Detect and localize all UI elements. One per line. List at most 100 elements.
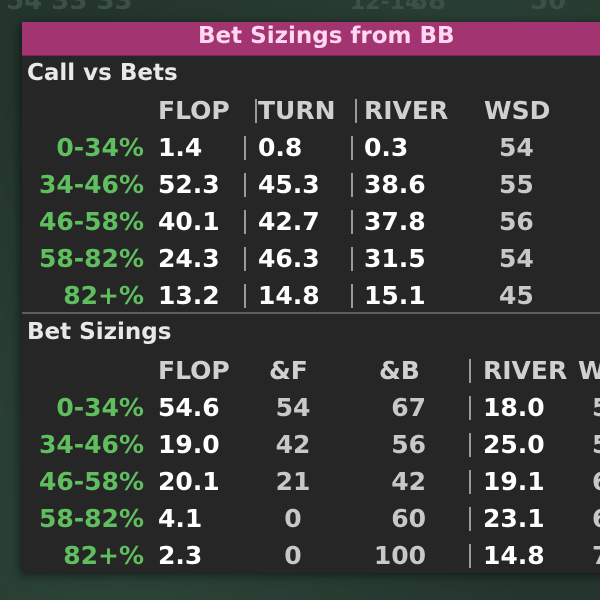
column-header-w: W: [578, 356, 600, 385]
river-value: 15.1: [364, 281, 426, 310]
range-label: 58-82%: [38, 504, 144, 533]
wsd-value: 54: [499, 133, 534, 162]
call-vs-bets-title: Call vs Bets: [27, 60, 178, 86]
turn-value: 42.7: [258, 207, 320, 236]
column-separator: [469, 396, 471, 420]
call-vs-bets-row: 0-34% 1.4 0.8 0.3 54: [22, 129, 600, 166]
fold-pct-value: 0: [284, 541, 302, 570]
column-separator: [469, 470, 471, 494]
flop-value: 2.3: [158, 541, 203, 570]
bet-pct-value: 42: [391, 467, 426, 496]
flop-value: 54.6: [158, 393, 220, 422]
bet-sizings-row: 34-46% 19.0 42 56 25.0 5: [22, 426, 600, 463]
column-header-river: RIVER: [483, 356, 568, 385]
column-header-flop: FLOP: [158, 96, 230, 125]
column-separator: [351, 210, 353, 234]
turn-value: 14.8: [258, 281, 320, 310]
column-header-flop: FLOP: [158, 356, 230, 385]
column-separator: [244, 247, 246, 271]
call-vs-bets-row: 46-58% 40.1 42.7 37.8 56: [22, 203, 600, 240]
call-vs-bets-header-row: FLOP TURN RIVER WSD: [22, 92, 600, 129]
bet-pct-value: 60: [391, 504, 426, 533]
range-label: 46-58%: [38, 467, 144, 496]
w-value: 5: [592, 389, 600, 426]
bet-pct-value: 67: [391, 393, 426, 422]
w-value: 6: [592, 500, 600, 537]
river-value: 0.3: [364, 133, 409, 162]
w-value: 5: [592, 426, 600, 463]
turn-value: 46.3: [258, 244, 320, 273]
river-value: 14.8: [483, 541, 545, 570]
bet-sizings-header-row: FLOP &F &B RIVER W: [22, 352, 600, 389]
column-separator: [351, 284, 353, 308]
range-label: 82+%: [63, 541, 144, 570]
background-player-stats: 88: [410, 0, 447, 16]
range-label: 58-82%: [38, 244, 144, 273]
column-separator: [244, 173, 246, 197]
turn-value: 0.8: [258, 133, 303, 162]
range-label: 82+%: [63, 281, 144, 310]
range-label: 34-46%: [38, 430, 144, 459]
column-separator: [244, 210, 246, 234]
background-player-stats: 54 33 33: [6, 0, 133, 16]
bet-sizings-row: 82+% 2.3 0 100 14.8 7: [22, 537, 600, 573]
column-separator: [255, 99, 257, 123]
river-value: 25.0: [483, 430, 545, 459]
bet-sizings-row: 0-34% 54.6 54 67 18.0 5: [22, 389, 600, 426]
column-separator: [469, 507, 471, 531]
range-label: 34-46%: [38, 170, 144, 199]
column-separator: [351, 136, 353, 160]
background-player-stats: 12-14: [350, 0, 421, 15]
flop-value: 52.3: [158, 170, 220, 199]
range-label: 0-34%: [56, 393, 144, 422]
column-header-wsd: WSD: [484, 96, 551, 125]
range-label: 46-58%: [38, 207, 144, 236]
fold-pct-value: 21: [275, 467, 311, 496]
flop-value: 19.0: [158, 430, 220, 459]
column-separator: [244, 136, 246, 160]
turn-value: 45.3: [258, 170, 320, 199]
river-value: 19.1: [483, 467, 545, 496]
flop-value: 13.2: [158, 281, 220, 310]
fold-pct-value: 42: [275, 430, 311, 459]
flop-value: 24.3: [158, 244, 220, 273]
fold-pct-value: 54: [275, 393, 311, 422]
fold-pct-value: 0: [284, 504, 302, 533]
flop-value: 20.1: [158, 467, 220, 496]
bet-sizings-row: 58-82% 4.1 0 60 23.1 6: [22, 500, 600, 537]
river-value: 31.5: [364, 244, 426, 273]
column-header-turn: TURN: [258, 96, 336, 125]
wsd-value: 54: [499, 244, 534, 273]
flop-value: 40.1: [158, 207, 220, 236]
column-header-bet-pct: &B: [379, 356, 420, 385]
flop-value: 4.1: [158, 504, 203, 533]
wsd-value: 45: [499, 281, 534, 310]
column-separator: [355, 99, 357, 123]
column-separator: [469, 359, 471, 383]
call-vs-bets-row: 58-82% 24.3 46.3 31.5 54: [22, 240, 600, 277]
wsd-value: 55: [499, 170, 534, 199]
section-divider: [22, 312, 600, 314]
column-separator: [469, 433, 471, 457]
river-value: 38.6: [364, 170, 426, 199]
column-header-river: RIVER: [364, 96, 449, 125]
river-value: 37.8: [364, 207, 426, 236]
column-separator: [351, 247, 353, 271]
column-separator: [469, 544, 471, 568]
range-label: 0-34%: [56, 133, 144, 162]
flop-value: 1.4: [158, 133, 203, 162]
background-player-stats: 50: [530, 0, 567, 16]
bet-pct-value: 56: [391, 430, 426, 459]
column-separator: [351, 173, 353, 197]
hud-title-bar[interactable]: Bet Sizings from BB: [22, 22, 600, 56]
w-value: 6: [592, 463, 600, 500]
river-value: 18.0: [483, 393, 545, 422]
hud-title: Bet Sizings from BB: [198, 23, 455, 49]
bet-pct-value: 100: [373, 541, 426, 570]
wsd-value: 56: [499, 207, 534, 236]
call-vs-bets-row: 34-46% 52.3 45.3 38.6 55: [22, 166, 600, 203]
bet-sizings-row: 46-58% 20.1 21 42 19.1 6: [22, 463, 600, 500]
column-separator: [244, 284, 246, 308]
bet-sizing-hud-popup[interactable]: Bet Sizings from BB Call vs Bets FLOP TU…: [22, 22, 600, 573]
river-value: 23.1: [483, 504, 545, 533]
